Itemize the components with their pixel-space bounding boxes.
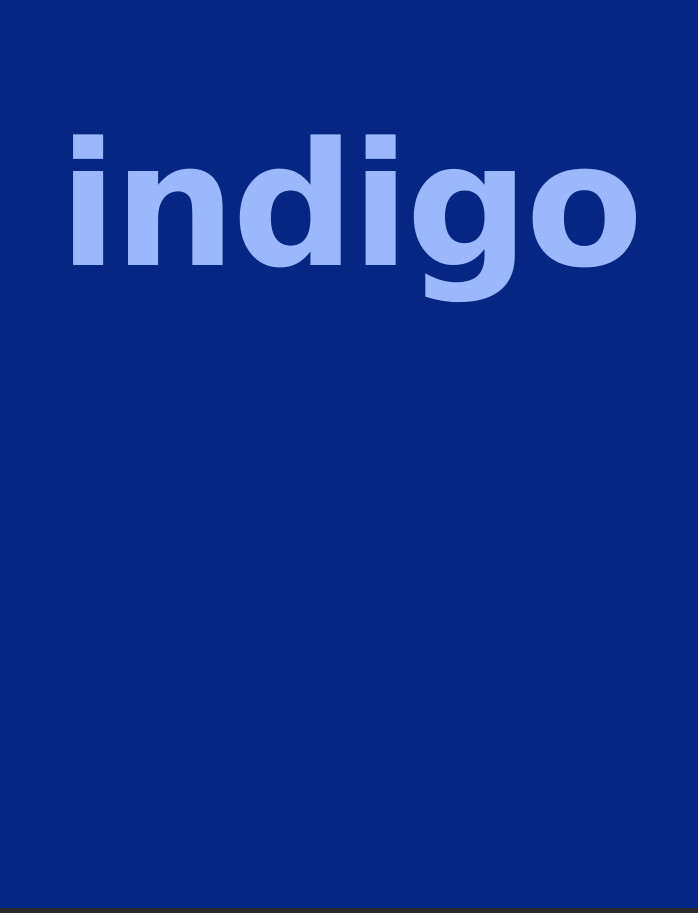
bottom-edge [0, 908, 698, 913]
color-name-heading: indigo [58, 105, 644, 306]
